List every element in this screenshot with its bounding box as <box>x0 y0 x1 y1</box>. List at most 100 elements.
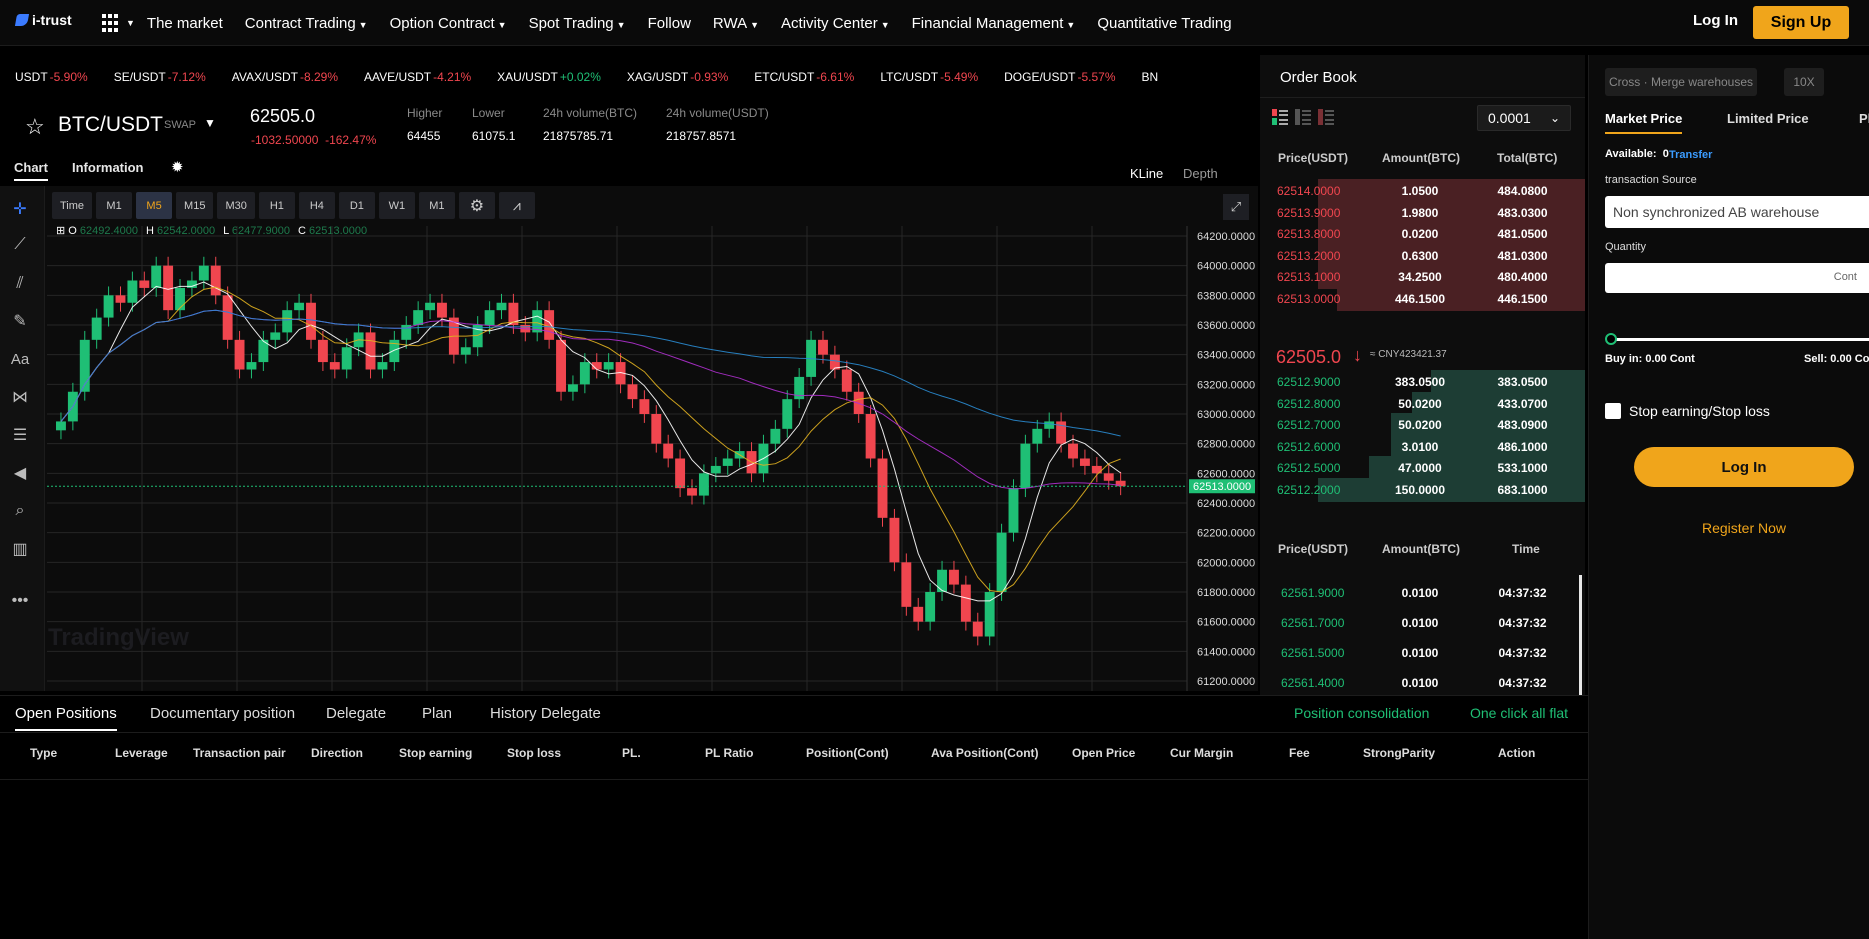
trend-line-icon[interactable]: ⟋ <box>14 236 26 253</box>
favorite-star-icon[interactable]: ☆ <box>25 114 45 139</box>
apps-grid-icon[interactable] <box>102 13 122 33</box>
tab-market-price[interactable]: Market Price <box>1605 111 1683 134</box>
slider-handle[interactable] <box>1605 333 1617 345</box>
ticker-item[interactable]: SE/USDT -7.12% <box>114 70 206 84</box>
text-tool-icon[interactable]: Aa <box>10 350 30 368</box>
symbol-name[interactable]: BTC/USDT <box>58 113 163 136</box>
interval-d1-button[interactable]: D1 <box>338 192 375 219</box>
interval-m5-button[interactable]: M5 <box>136 192 173 219</box>
ruler-icon[interactable]: ▥ <box>12 541 28 558</box>
tab-delegate[interactable]: Delegate <box>326 705 387 722</box>
tab-limited-price[interactable]: Limited Price <box>1727 111 1809 126</box>
interval-m15-button[interactable]: M15 <box>176 192 214 219</box>
pattern-icon[interactable]: ⋈ <box>12 389 28 406</box>
tab-information[interactable]: Information <box>72 160 144 175</box>
tab-history-delegate[interactable]: History Delegate <box>490 705 601 722</box>
position-consolidation-button[interactable]: Position consolidation <box>1294 705 1430 721</box>
bid-row[interactable]: 62512.9000 383.0500 383.0500 <box>1260 370 1585 394</box>
nav-item-quantitative-trading[interactable]: Quantitative Trading <box>1097 14 1232 32</box>
symbol-dropdown-icon[interactable]: ▼ <box>204 116 216 130</box>
ticker-item[interactable]: LTC/USDT -5.49% <box>880 70 978 84</box>
nav-item-option-contract[interactable]: Option Contract ▼ <box>389 14 507 32</box>
measure-icon[interactable]: ☰ <box>12 427 28 444</box>
crosshair-icon[interactable]: ✛ <box>13 201 27 218</box>
ticker-item[interactable]: XAG/USDT -0.93% <box>627 70 728 84</box>
interval-h4-button[interactable]: H4 <box>298 192 335 219</box>
stop-loss-checkbox[interactable] <box>1605 403 1621 419</box>
zoom-icon[interactable]: ⌕ <box>15 502 25 519</box>
nav-item-activity-center[interactable]: Activity Center ▼ <box>781 14 890 32</box>
chart-area[interactable]: ✛ ⟋ ⫽ ✎ Aa ⋈ ☰ ◀ ⌕ ▥ ••• Time M1 M5 M15 M30 H… <box>0 186 1258 691</box>
nav-item-rwa[interactable]: RWA ▼ <box>712 14 760 32</box>
margin-mode-button[interactable]: Cross · Merge warehouses <box>1605 68 1757 96</box>
nav-item-contract-trading[interactable]: Contract Trading ▼ <box>244 14 368 32</box>
nav-item-financial-management[interactable]: Financial Management ▼ <box>911 14 1076 32</box>
tab-open-positions[interactable]: Open Positions <box>15 705 117 731</box>
source-select[interactable]: Non synchronized AB warehouse <box>1605 196 1869 228</box>
theme-sun-icon[interactable]: ✹ <box>171 159 184 176</box>
ticker-item[interactable]: ETC/USDT -6.61% <box>754 70 854 84</box>
ask-row[interactable]: 62513.8000 0.0200 481.0500 <box>1260 222 1585 246</box>
ask-row[interactable]: 62513.0000 446.1500 446.1500 <box>1260 286 1585 311</box>
nav-item-spot-trading[interactable]: Spot Trading ▼ <box>528 14 626 32</box>
interval-m30-button[interactable]: M30 <box>217 192 255 219</box>
fullscreen-icon[interactable]: ⤢ <box>1223 194 1249 220</box>
chart-settings-gear-icon[interactable]: ⚙ <box>458 192 495 219</box>
interval-w1-button[interactable]: W1 <box>378 192 415 219</box>
ask-row[interactable]: 62513.1000 34.2500 480.4000 <box>1260 265 1585 289</box>
ticker-item[interactable]: USDT -5.90% <box>15 70 88 84</box>
fib-tool-icon[interactable]: ⫽ <box>16 275 24 292</box>
apps-caret-icon[interactable]: ▼ <box>126 18 135 28</box>
view-bids-icon[interactable] <box>1295 109 1311 125</box>
view-both-icon[interactable] <box>1272 109 1288 125</box>
transfer-link[interactable]: Transfer <box>1669 149 1713 161</box>
stop-loss-label[interactable]: Stop earning/Stop loss <box>1629 403 1770 419</box>
trades-header-price: Price(USDT) <box>1278 542 1349 556</box>
precision-select[interactable]: 0.0001 ⌄ <box>1477 105 1571 131</box>
login-link[interactable]: Log In <box>1693 12 1738 29</box>
nav-item-market[interactable]: The market <box>146 14 223 32</box>
interval-h1-button[interactable]: H1 <box>258 192 295 219</box>
ohlc-settings-icon[interactable]: ⊞ <box>56 225 66 237</box>
nav-item-follow[interactable]: Follow <box>647 14 691 32</box>
signup-button[interactable]: Sign Up <box>1753 6 1849 39</box>
bid-row[interactable]: 62512.5000 47.0000 533.1000 <box>1260 456 1585 480</box>
tab-documentary-position[interactable]: Documentary position <box>150 705 296 722</box>
tab-chart[interactable]: Chart <box>14 160 48 181</box>
ticker-item[interactable]: XAU/USDT +0.02% <box>497 70 601 84</box>
bid-row[interactable]: 62512.6000 3.0100 486.1000 <box>1260 434 1585 459</box>
ticker-item[interactable]: AAVE/USDT -4.21% <box>364 70 471 84</box>
indicators-icon[interactable]: ⩘ <box>498 192 535 219</box>
back-arrow-icon[interactable]: ◀ <box>13 465 27 482</box>
register-link[interactable]: Register Now <box>1702 520 1787 536</box>
ticker-item[interactable]: AVAX/USDT -8.29% <box>232 70 338 84</box>
tab-depth[interactable]: Depth <box>1183 166 1218 181</box>
interval-m1-button[interactable]: M1 <box>96 192 133 219</box>
candlestick-chart[interactable]: 64200.0000 64000.0000 63800.0000 63600.0000… <box>47 226 1255 691</box>
ticker-item[interactable]: BN <box>1142 70 1161 84</box>
quantity-unit[interactable]: Cont <box>1833 271 1857 283</box>
logo[interactable]: i-trust <box>14 12 72 28</box>
leverage-button[interactable]: 10X <box>1784 68 1824 96</box>
quantity-slider[interactable] <box>1609 338 1869 341</box>
scrollbar[interactable] <box>1579 575 1582 695</box>
ticker-item[interactable]: DOGE/USDT -5.57% <box>1004 70 1115 84</box>
more-icon[interactable]: ••• <box>11 592 29 609</box>
view-asks-icon[interactable] <box>1318 109 1334 125</box>
bid-row[interactable]: 62512.2000 150.0000 683.1000 <box>1260 477 1585 502</box>
interval-m1-button[interactable]: M1 <box>418 192 455 219</box>
ask-row[interactable]: 62514.0000 1.0500 484.0800 <box>1260 179 1585 203</box>
ask-row[interactable]: 62513.2000 0.6300 481.0300 <box>1260 243 1585 268</box>
ask-row[interactable]: 62513.9000 1.9800 483.0300 <box>1260 200 1585 225</box>
tab-plan[interactable]: Pl <box>1859 111 1869 126</box>
quantity-input[interactable]: Cont <box>1605 263 1869 293</box>
tab-kline[interactable]: KLine <box>1130 166 1164 181</box>
brush-icon[interactable]: ✎ <box>13 313 27 330</box>
bid-row[interactable]: 62512.7000 50.0200 483.0900 <box>1260 413 1585 437</box>
interval-time-button[interactable]: Time <box>52 192 93 219</box>
depth-bar <box>1431 370 1585 394</box>
tab-plan[interactable]: Plan <box>422 705 453 722</box>
login-button[interactable]: Log In <box>1634 447 1854 487</box>
bid-row[interactable]: 62512.8000 50.0200 433.0700 <box>1260 391 1585 416</box>
close-all-button[interactable]: One click all flat <box>1470 705 1569 721</box>
